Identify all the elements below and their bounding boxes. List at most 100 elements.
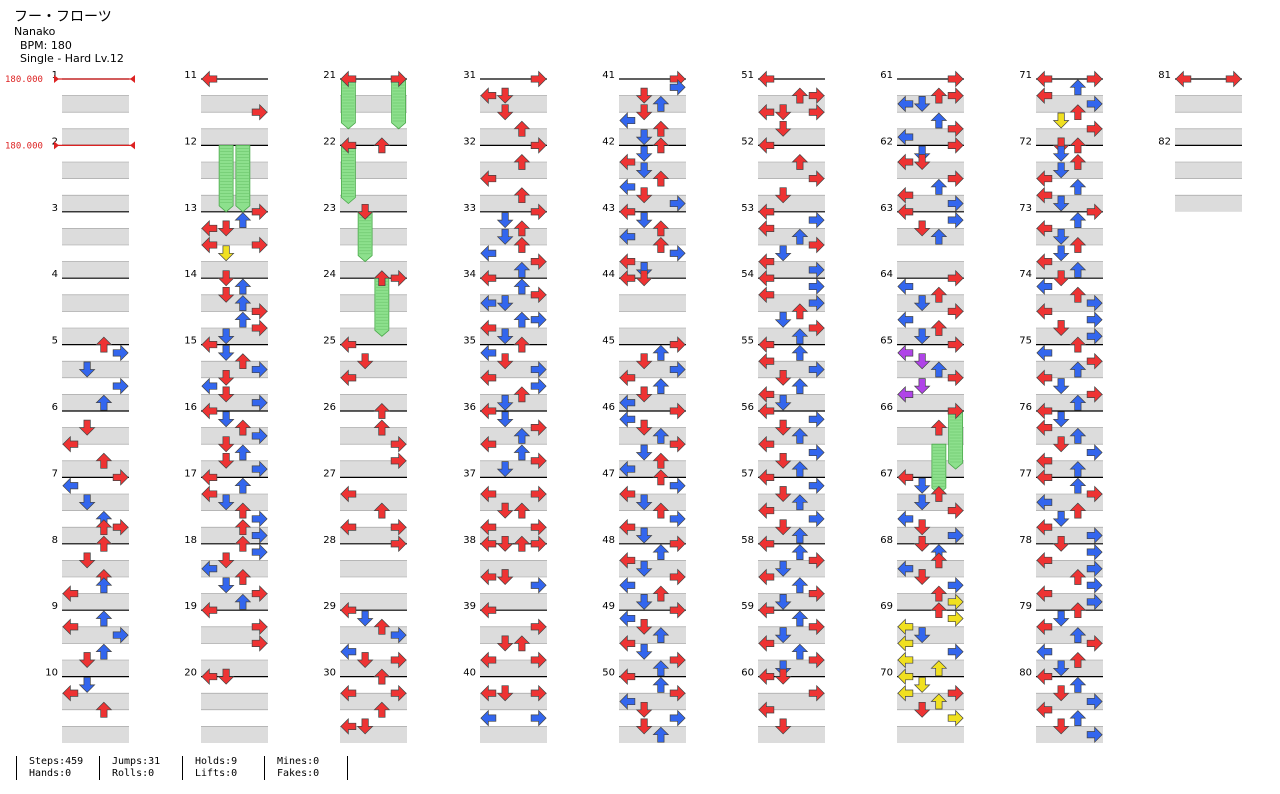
beat-band (758, 460, 825, 478)
arrow-up-icon (930, 585, 948, 602)
arrow-up-icon (1069, 178, 1087, 195)
beat-band (619, 95, 686, 113)
arrow-right-icon (947, 502, 964, 519)
measure-56: 56 (741, 402, 825, 478)
measure-number: 15 (184, 336, 197, 347)
measure-number: 49 (602, 601, 615, 612)
beat-band (201, 427, 268, 445)
measure-number: 18 (184, 535, 197, 546)
measure-number: 41 (602, 70, 615, 81)
arrow-left-icon (480, 369, 497, 387)
beat-band (62, 95, 129, 113)
arrow-right-icon (808, 278, 825, 295)
arrow-right-icon (1086, 70, 1103, 88)
arrow-up-icon (652, 95, 670, 112)
arrow-up-icon (1069, 569, 1087, 585)
arrow-left-icon (1036, 278, 1053, 295)
arrow-down-icon (217, 452, 235, 469)
arrow-right-icon (947, 709, 964, 727)
arrow-left-icon (1175, 70, 1192, 88)
measure-3: 3 (52, 203, 129, 279)
measure-number: 24 (323, 269, 336, 280)
arrow-up-icon (791, 328, 809, 345)
beat-band (897, 162, 964, 179)
arrow-up-icon (791, 154, 809, 170)
beat-band (480, 95, 547, 113)
measure-22: 22 (323, 136, 407, 212)
arrow-up-icon (234, 477, 252, 494)
arrow-right-icon (1086, 635, 1103, 652)
arrow-right-icon (112, 377, 129, 395)
arrow-up-icon (513, 635, 531, 652)
beat-band (201, 228, 268, 245)
arrow-down-icon (1052, 112, 1070, 129)
measure-43: 43 (602, 203, 686, 279)
beat-band (340, 726, 407, 743)
beat-band (480, 560, 547, 577)
beat-band (1036, 162, 1103, 179)
arrow-right-icon (947, 593, 964, 611)
arrow-right-icon (530, 618, 547, 636)
arrow-down-icon (774, 594, 792, 610)
arrow-up-icon (513, 187, 531, 204)
arrow-down-icon (635, 527, 653, 544)
arrow-left-icon (619, 253, 636, 270)
arrow-down-icon (913, 295, 931, 312)
arrow-up-icon (234, 278, 252, 295)
arrow-right-icon (1086, 543, 1103, 561)
arrow-left-icon (1036, 87, 1053, 104)
measure-number: 70 (880, 668, 893, 679)
arrow-down-icon (496, 502, 514, 519)
arrow-up-icon (234, 519, 252, 536)
arrow-up-icon (930, 286, 948, 303)
arrow-left-icon (1036, 518, 1053, 536)
arrow-left-icon (62, 477, 79, 495)
beat-band (480, 494, 547, 511)
arrow-left-icon (480, 269, 497, 287)
arrow-left-icon (758, 635, 775, 652)
measure-number: 14 (184, 269, 197, 280)
beat-band (758, 228, 825, 245)
beat-band (480, 294, 547, 312)
arrow-right-icon (947, 576, 964, 594)
arrow-right-icon (947, 336, 964, 353)
arrow-left-icon (1036, 170, 1053, 187)
arrow-down-icon (217, 436, 235, 453)
measure-number: 4 (52, 269, 58, 280)
hold-right (948, 410, 964, 470)
arrow-up-icon (652, 502, 670, 519)
measure-71: 71 (1019, 70, 1103, 146)
measure-82: 82 (1158, 136, 1242, 212)
measure-6: 6 (52, 402, 129, 478)
arrow-up-icon (930, 486, 948, 502)
arrow-left-icon (619, 178, 636, 196)
arrow-up-icon (95, 610, 113, 627)
beat-band (758, 560, 825, 577)
arrow-right-icon (1086, 726, 1103, 744)
arrow-right-icon (112, 626, 129, 644)
arrow-left-icon (758, 435, 775, 453)
arrow-left-icon (619, 693, 636, 710)
arrow-up-icon (791, 643, 809, 660)
measure-number: 71 (1019, 70, 1032, 81)
arrow-right-icon (808, 361, 825, 378)
arrow-right-icon (530, 485, 547, 503)
beat-band (758, 494, 825, 511)
arrow-up-icon (234, 295, 252, 311)
arrow-down-icon (1052, 660, 1070, 677)
arrow-down-icon (913, 353, 931, 370)
arrow-right-icon (530, 576, 547, 594)
arrow-down-icon (913, 145, 931, 162)
arrow-up-icon (1069, 361, 1087, 378)
measure-47: 47 (602, 468, 686, 544)
arrow-right-icon (808, 170, 825, 187)
stat-mines: Mines:0 (277, 756, 320, 767)
measure-number: 81 (1158, 70, 1171, 81)
beat-band (758, 660, 825, 677)
measure-number: 27 (323, 468, 336, 479)
measure-number: 50 (602, 668, 615, 679)
arrow-up-icon (95, 643, 113, 660)
arrow-up-icon (791, 610, 809, 627)
beat-band (897, 128, 964, 146)
arrow-up-icon (652, 137, 670, 154)
